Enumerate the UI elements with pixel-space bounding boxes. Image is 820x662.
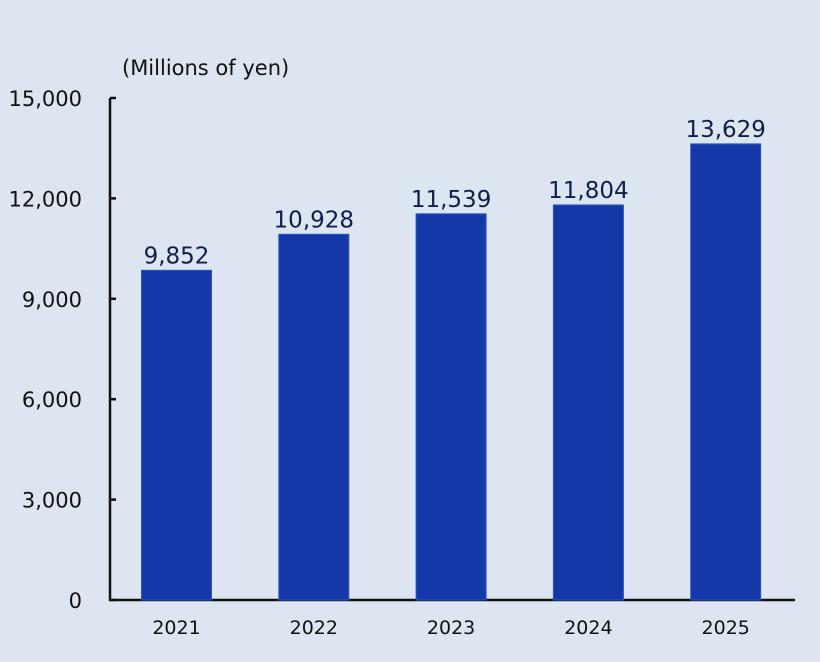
data-label-2023: 11,539 (411, 187, 491, 213)
x-tick-label-2023: 2023 (427, 617, 475, 639)
bar-2021 (141, 269, 212, 601)
y-tick-label: 0 (69, 589, 82, 613)
y-tick-label: 9,000 (22, 288, 82, 312)
bar-2025 (690, 143, 762, 601)
data-label-2024: 11,804 (548, 178, 628, 204)
x-tick-label-2021: 2021 (152, 617, 200, 639)
x-tick-label-2022: 2022 (290, 617, 338, 639)
bar-2022 (278, 233, 350, 601)
bar-2024 (552, 204, 624, 601)
x-tick-label-2024: 2024 (564, 617, 612, 639)
y-tick-label: 3,000 (22, 489, 82, 513)
y-axis: 0 3,000 6,000 9,000 12,000 15,000 (9, 87, 116, 613)
y-tick-label: 15,000 (9, 87, 82, 111)
x-tick-label-2025: 2025 (702, 617, 750, 639)
bar-2023 (415, 213, 487, 601)
bars: 9,852 10,928 11,539 11,804 13,629 (141, 117, 766, 601)
x-axis: 2021 2022 2023 2024 2025 (109, 594, 795, 639)
y-tick-label: 12,000 (9, 187, 82, 211)
y-tick-label: 6,000 (22, 388, 82, 412)
data-label-2021: 9,852 (144, 243, 210, 269)
data-label-2022: 10,928 (274, 207, 354, 233)
unit-label: (Millions of yen) (122, 56, 289, 80)
data-label-2025: 13,629 (685, 117, 765, 143)
